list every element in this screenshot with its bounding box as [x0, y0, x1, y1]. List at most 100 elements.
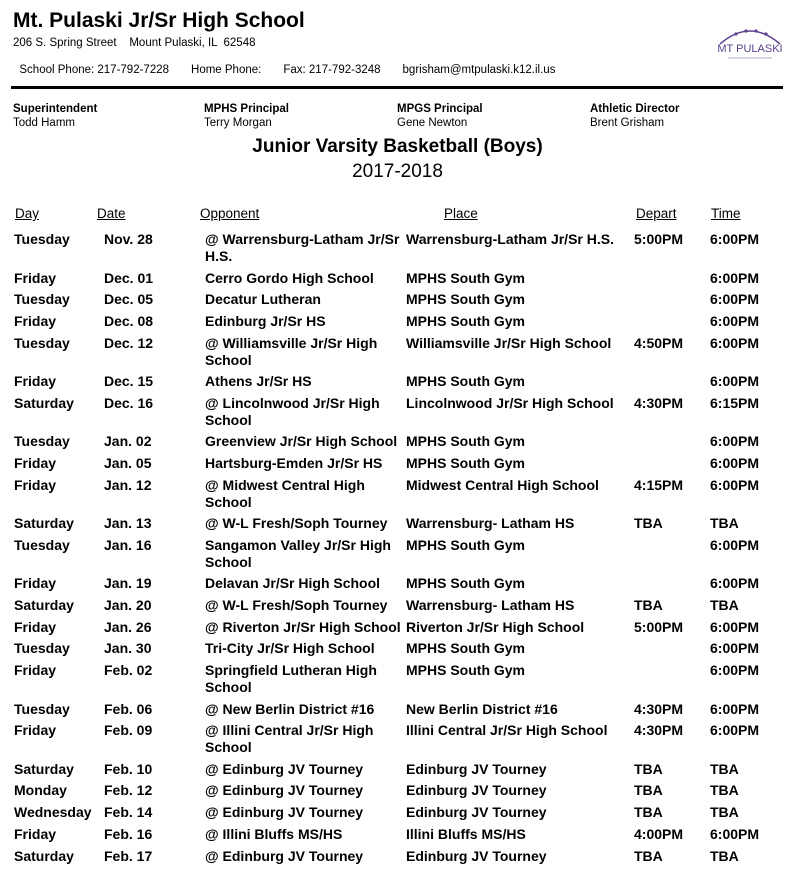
cell-day: Wednesday: [14, 804, 92, 821]
cell-opponent: @ Midwest Central High School: [205, 477, 405, 511]
cell-place: MPHS South Gym: [406, 433, 631, 450]
cell-place: Edinburg JV Tourney: [406, 761, 631, 778]
cell-place: MPHS South Gym: [406, 537, 631, 554]
cell-time: TBA: [710, 782, 739, 799]
cell-day: Friday: [14, 373, 56, 390]
cell-opponent: Athens Jr/Sr HS: [205, 373, 405, 390]
cell-place: Edinburg JV Tourney: [406, 804, 631, 821]
season-year: 2017-2018: [0, 161, 795, 183]
cell-depart: 5:00PM: [634, 231, 683, 248]
header-place: Place: [444, 206, 478, 221]
cell-day: Tuesday: [14, 433, 70, 450]
cell-date: Dec. 12: [104, 335, 153, 352]
cell-opponent: Decatur Lutheran: [205, 291, 405, 308]
cell-depart: 5:00PM: [634, 619, 683, 636]
cell-day: Tuesday: [14, 231, 70, 248]
cell-date: Feb. 16: [104, 826, 152, 843]
cell-depart: TBA: [634, 597, 663, 614]
cell-day: Friday: [14, 313, 56, 330]
school-name: Mt. Pulaski Jr/Sr High School: [13, 9, 305, 33]
cell-date: Jan. 20: [104, 597, 151, 614]
cell-opponent: Sangamon Valley Jr/Sr High School: [205, 537, 405, 571]
cell-time: 6:00PM: [710, 270, 759, 287]
cell-day: Saturday: [14, 848, 74, 865]
cell-day: Friday: [14, 619, 56, 636]
cell-depart: 4:30PM: [634, 701, 683, 718]
cell-date: Jan. 26: [104, 619, 151, 636]
cell-date: Feb. 14: [104, 804, 152, 821]
svg-text:MT PULASKI: MT PULASKI: [717, 43, 782, 55]
cell-time: 6:00PM: [710, 335, 759, 352]
cell-date: Dec. 16: [104, 395, 153, 412]
cell-day: Tuesday: [14, 291, 70, 308]
header-divider: [11, 86, 783, 89]
cell-depart: TBA: [634, 515, 663, 532]
cell-day: Tuesday: [14, 701, 70, 718]
cell-place: Warrensburg- Latham HS: [406, 515, 631, 532]
cell-place: Lincolnwood Jr/Sr High School: [406, 395, 631, 412]
cell-date: Feb. 17: [104, 848, 152, 865]
cell-date: Jan. 12: [104, 477, 151, 494]
cell-place: New Berlin District #16: [406, 701, 631, 718]
school-logo: MT PULASKI: [714, 22, 786, 62]
cell-place: Midwest Central High School: [406, 477, 631, 494]
cell-place: MPHS South Gym: [406, 455, 631, 472]
cell-place: Riverton Jr/Sr High School: [406, 619, 631, 636]
cell-time: 6:00PM: [710, 701, 759, 718]
cell-opponent: Tri-City Jr/Sr High School: [205, 640, 405, 657]
cell-date: Feb. 10: [104, 761, 152, 778]
cell-time: 6:00PM: [710, 619, 759, 636]
cell-opponent: @ Illini Central Jr/Sr High School: [205, 722, 405, 756]
cell-time: 6:00PM: [710, 291, 759, 308]
schedule-row: Tuesday Jan. 02 Greenview Jr/Sr High Schoo…: [0, 433, 800, 455]
cell-time: 6:00PM: [710, 373, 759, 390]
cell-place: MPHS South Gym: [406, 662, 631, 679]
cell-depart: 4:15PM: [634, 477, 683, 494]
cell-place: MPHS South Gym: [406, 373, 631, 390]
cell-date: Jan. 02: [104, 433, 151, 450]
cell-opponent: @ New Berlin District #16: [205, 701, 405, 718]
header-date: Date: [97, 206, 126, 221]
cell-date: Dec. 01: [104, 270, 153, 287]
cell-place: MPHS South Gym: [406, 291, 631, 308]
cell-depart: TBA: [634, 761, 663, 778]
cell-day: Friday: [14, 662, 56, 679]
cell-time: 6:00PM: [710, 313, 759, 330]
cell-depart: 4:30PM: [634, 395, 683, 412]
fax: Fax: 217-792-3248: [283, 64, 380, 76]
cell-date: Dec. 15: [104, 373, 153, 390]
cell-opponent: @ Edinburg JV Tourney: [205, 848, 405, 865]
cell-opponent: Greenview Jr/Sr High School: [205, 433, 405, 450]
cell-date: Jan. 16: [104, 537, 151, 554]
header-opponent: Opponent: [200, 206, 259, 221]
cell-time: 6:00PM: [710, 537, 759, 554]
header-time: Time: [711, 206, 741, 221]
cell-opponent: @ W-L Fresh/Soph Tourney: [205, 515, 405, 532]
cell-date: Dec. 08: [104, 313, 153, 330]
cell-day: Saturday: [14, 515, 74, 532]
cell-opponent: Edinburg Jr/Sr HS: [205, 313, 405, 330]
cell-time: TBA: [710, 761, 739, 778]
cell-date: Dec. 05: [104, 291, 153, 308]
cell-date: Jan. 05: [104, 455, 151, 472]
cell-day: Saturday: [14, 395, 74, 412]
